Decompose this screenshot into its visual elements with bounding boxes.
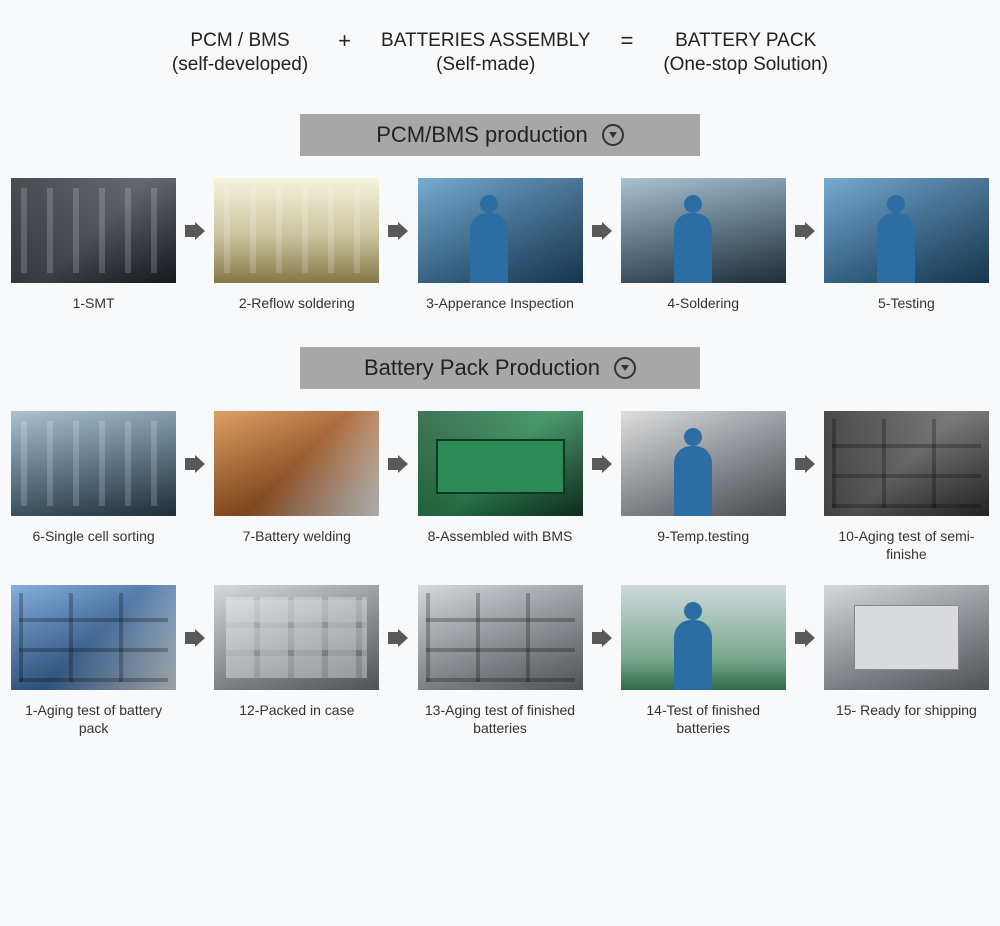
process-step: 2-Reflow soldering [213,178,380,329]
step-caption: 5-Testing [878,295,935,329]
arrow-right-icon [185,585,205,690]
step-caption: 6-Single cell sorting [33,528,155,562]
process-step: 1-Aging test of battery pack [10,585,177,737]
eq-term-top: PCM / BMS [172,30,308,52]
arrow-right-icon [185,411,205,516]
process-step: 9-Temp.testing [620,411,787,562]
arrow-right-icon [795,411,815,516]
arrow-right-icon [795,585,815,690]
step-thumbnail [11,585,176,690]
process-step: 14-Test of finished batteries [620,585,787,737]
step-thumbnail [214,411,379,516]
step-thumbnail [824,585,989,690]
step-thumbnail [214,585,379,690]
arrow-right-icon [592,585,612,690]
process-row: 6-Single cell sorting 7-Battery welding … [10,411,990,563]
step-caption: 1-Aging test of battery pack [10,702,177,737]
process-step: 4-Soldering [620,178,787,329]
chevron-down-icon [602,124,624,146]
step-thumbnail [824,178,989,283]
section-banner: PCM/BMS production [300,114,700,156]
step-caption: 4-Soldering [667,295,739,329]
process-step: 15- Ready for shipping [823,585,990,736]
step-caption: 15- Ready for shipping [836,702,977,736]
section-title: Battery Pack Production [364,355,600,381]
step-thumbnail [418,411,583,516]
arrow-right-icon [388,178,408,283]
process-step: 12-Packed in case [213,585,380,736]
equation-op-plus: + [338,30,351,52]
step-thumbnail [621,411,786,516]
step-thumbnail [11,178,176,283]
step-thumbnail [418,178,583,283]
step-caption: 3-Apperance Inspection [426,295,574,329]
process-step: 8-Assembled with BMS [416,411,583,562]
eq-term-top: BATTERY PACK [663,30,828,52]
step-caption: 7-Battery welding [243,528,351,562]
step-thumbnail [214,178,379,283]
eq-term-bottom: (Self-made) [381,54,590,76]
arrow-right-icon [592,178,612,283]
arrow-right-icon [592,411,612,516]
chevron-down-icon [614,357,636,379]
arrow-right-icon [795,178,815,283]
process-step: 7-Battery welding [213,411,380,562]
step-caption: 13-Aging test of finished batteries [416,702,583,737]
equation-term-3: BATTERY PACK (One-stop Solution) [663,30,828,76]
arrow-right-icon [388,585,408,690]
eq-term-bottom: (self-developed) [172,54,308,76]
sections-root: PCM/BMS production 1-SMT 2-Reflow solder… [0,114,1000,737]
step-thumbnail [11,411,176,516]
step-caption: 8-Assembled with BMS [428,528,573,562]
process-step: 13-Aging test of finished batteries [416,585,583,737]
arrow-right-icon [388,411,408,516]
eq-term-top: BATTERIES ASSEMBLY [381,30,590,52]
step-caption: 12-Packed in case [239,702,354,736]
step-caption: 2-Reflow soldering [239,295,355,329]
section-banner: Battery Pack Production [300,347,700,389]
step-thumbnail [824,411,989,516]
step-caption: 1-SMT [73,295,115,329]
process-step: 5-Testing [823,178,990,329]
step-caption: 10-Aging test of semi-finishe [823,528,990,563]
equation-header: PCM / BMS (self-developed) + BATTERIES A… [0,0,1000,96]
step-thumbnail [621,178,786,283]
step-caption: 14-Test of finished batteries [620,702,787,737]
equation-term-1: PCM / BMS (self-developed) [172,30,308,76]
eq-term-bottom: (One-stop Solution) [663,54,828,76]
process-row: 1-SMT 2-Reflow soldering 3-Apperance Ins… [10,178,990,329]
step-caption: 9-Temp.testing [657,528,749,562]
process-step: 3-Apperance Inspection [416,178,583,329]
equation-term-2: BATTERIES ASSEMBLY (Self-made) [381,30,590,76]
step-thumbnail [621,585,786,690]
process-step: 10-Aging test of semi-finishe [823,411,990,563]
process-step: 1-SMT [10,178,177,329]
arrow-right-icon [185,178,205,283]
process-row: 1-Aging test of battery pack 12-Packed i… [10,585,990,737]
section-title: PCM/BMS production [376,122,588,148]
process-step: 6-Single cell sorting [10,411,177,562]
equation-op-equals: = [620,30,633,52]
step-thumbnail [418,585,583,690]
